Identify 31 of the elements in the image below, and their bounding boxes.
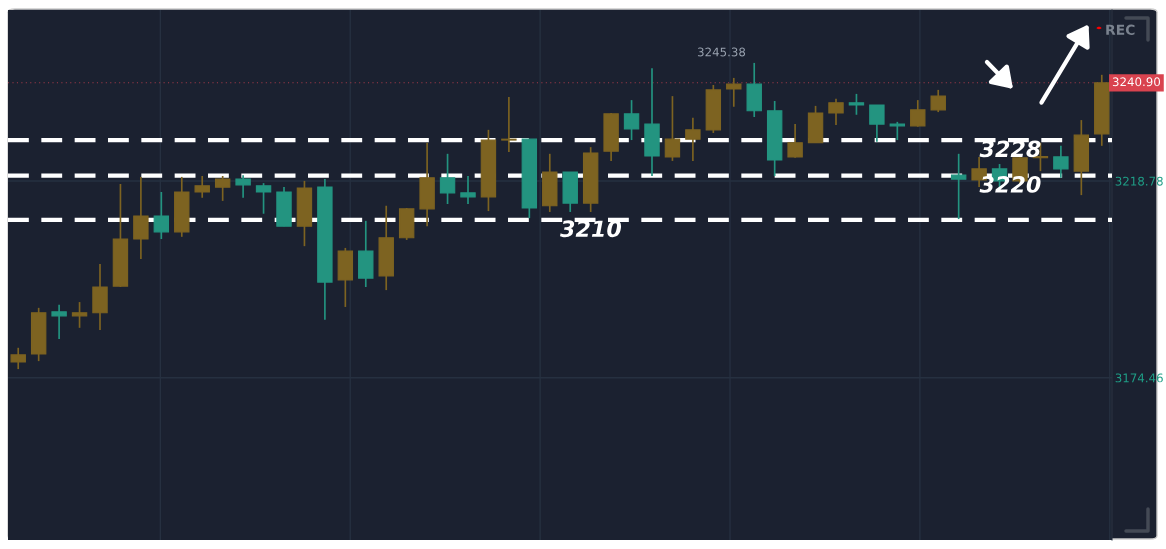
- candlestick: [726, 77, 742, 108]
- candlestick: [214, 175, 231, 202]
- ref-line-label: 3240.90: [1112, 77, 1161, 87]
- candlestick: [685, 117, 701, 162]
- candlestick: [235, 174, 251, 199]
- candlestick: [194, 175, 210, 199]
- candlestick: [439, 152, 456, 205]
- candlestick: [460, 175, 476, 205]
- candlestick: [51, 303, 67, 340]
- ref-line-label: 3220: [979, 175, 1041, 193]
- candlestick: [869, 104, 885, 143]
- candlestick: [910, 99, 926, 128]
- candlestick: [10, 346, 26, 370]
- candlestick: [153, 191, 170, 240]
- annotation: REC: [1106, 24, 1135, 36]
- candlestick: [848, 93, 865, 116]
- annotation: 3245.38: [697, 47, 746, 57]
- candlestick: [950, 152, 967, 220]
- candlestick: [133, 176, 149, 260]
- candlestick: [1053, 144, 1069, 179]
- candlestick: [787, 123, 803, 159]
- candlestick: [664, 95, 681, 162]
- candlestick: [501, 96, 517, 153]
- candlestick: [828, 97, 844, 126]
- candlestick: [623, 99, 640, 141]
- candlestick: [255, 182, 272, 215]
- ref-line-label: 3228: [979, 140, 1041, 158]
- candlestick: [930, 89, 946, 113]
- candlestick: [71, 301, 88, 329]
- candlestick: [889, 121, 906, 141]
- ref-line-label: 3210: [560, 220, 622, 238]
